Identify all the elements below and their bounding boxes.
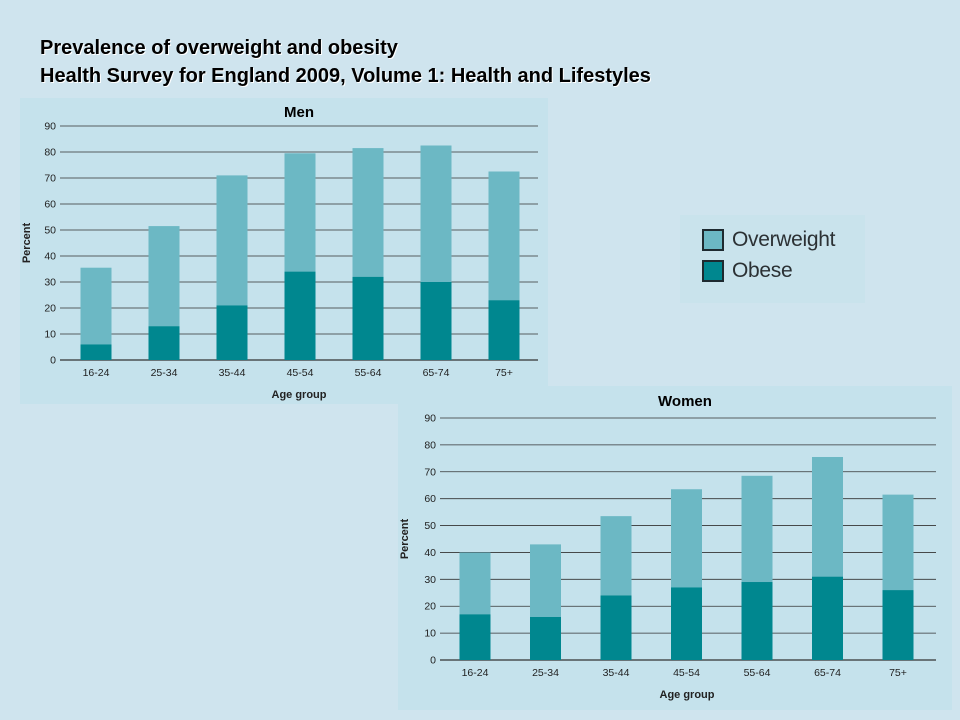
y-tick-label: 90: [44, 121, 56, 133]
y-tick-label: 30: [44, 277, 56, 289]
bar-overweight: [420, 145, 452, 282]
legend-item-obese: Obese: [702, 258, 793, 284]
chart-title: Women: [658, 393, 712, 410]
x-axis-title: Age group: [272, 389, 327, 401]
y-tick-label: 10: [44, 329, 56, 341]
x-tick-label: 65-74: [814, 667, 841, 679]
legend-swatch-overweight: [702, 229, 724, 251]
bar-overweight: [459, 552, 491, 615]
slide-title-line-1: Prevalence of overweight and obesity: [40, 37, 398, 59]
x-tick-label: 75+: [889, 667, 907, 679]
x-tick-label: 75+: [495, 367, 513, 379]
bar-obese: [600, 595, 632, 660]
y-tick-label: 40: [424, 547, 436, 559]
y-tick-label: 60: [44, 199, 56, 211]
bar-obese: [530, 616, 561, 660]
y-tick-label: 70: [424, 466, 436, 478]
y-tick-label: 50: [44, 225, 56, 237]
x-tick-label: 25-34: [532, 667, 559, 679]
bar-obese: [148, 326, 180, 360]
bar-overweight: [882, 494, 914, 591]
men-chart-panel: Men 0 10 20 30 40 50 60 70 80 90 16-24 25-34 35-44 45-…: [20, 98, 548, 404]
x-tick-label: 35-44: [219, 367, 246, 379]
x-tick-label: 16-24: [462, 667, 489, 679]
women-chart-panel: Women 0 10 20 30 40 50 60 70 80 90 16-24 25-34 35-44 4…: [398, 386, 952, 710]
y-tick-label: 70: [44, 173, 56, 185]
bar-obese: [741, 582, 773, 660]
y-tick-label: 10: [424, 628, 436, 640]
bar-overweight: [216, 175, 248, 306]
bar-obese: [882, 590, 914, 660]
bar-obese: [459, 614, 491, 660]
y-tick-label: 30: [424, 574, 436, 586]
y-axis-title: Percent: [399, 518, 411, 559]
x-tick-label: 55-64: [744, 667, 771, 679]
y-tick-label: 20: [424, 601, 436, 613]
y-tick-label: 20: [44, 303, 56, 315]
slide-title-line-2: Health Survey for England 2009, Volume 1…: [40, 65, 651, 87]
x-tick-label: 45-54: [287, 367, 314, 379]
y-tick-label: 80: [424, 439, 436, 451]
bar-overweight: [284, 153, 316, 272]
legend-item-overweight: Overweight: [702, 227, 836, 253]
x-tick-label: 16-24: [83, 367, 110, 379]
bar-obese: [671, 587, 702, 660]
bar-overweight: [148, 226, 180, 327]
bar-overweight: [812, 456, 843, 577]
legend-swatch-obese: [702, 260, 724, 282]
women-chart: Women 0 10 20 30 40 50 60 70 80 90 16-24 25-34 35-44 4…: [399, 393, 936, 701]
legend-label-overweight: Overweight: [732, 228, 836, 251]
bar-overweight: [600, 516, 632, 596]
y-tick-label: 40: [44, 251, 56, 263]
bar-overweight: [671, 489, 702, 588]
bar-obese: [216, 305, 248, 360]
y-tick-label: 60: [424, 493, 436, 505]
chart-title: Men: [284, 104, 314, 121]
bar-overweight: [488, 171, 520, 301]
bar-obese: [80, 344, 112, 360]
legend-label-obese: Obese: [732, 259, 793, 282]
y-axis-title: Percent: [21, 222, 33, 263]
x-tick-label: 35-44: [603, 667, 630, 679]
x-tick-label: 25-34: [151, 367, 178, 379]
x-tick-label: 55-64: [355, 367, 382, 379]
bar-overweight: [352, 148, 384, 277]
y-tick-label: 0: [50, 355, 56, 367]
bar-overweight: [530, 544, 561, 617]
x-tick-label: 65-74: [423, 367, 450, 379]
bar-obese: [488, 300, 520, 360]
y-tick-label: 50: [424, 520, 436, 532]
y-tick-label: 0: [430, 655, 436, 667]
bar-overweight: [80, 267, 112, 345]
x-tick-label: 45-54: [673, 667, 700, 679]
y-tick-label: 90: [424, 413, 436, 425]
bar-obese: [352, 276, 384, 360]
men-chart: Men 0 10 20 30 40 50 60 70 80 90 16-24 25-34 35-44 45-…: [21, 104, 538, 401]
bar-obese: [284, 271, 316, 360]
bar-obese: [420, 282, 452, 360]
y-tick-label: 80: [44, 147, 56, 159]
slide-title: Prevalence of overweight and obesity Hea…: [40, 34, 651, 90]
bar-obese: [812, 576, 843, 660]
bar-overweight: [741, 475, 773, 583]
x-axis-title: Age group: [660, 689, 715, 701]
chart-legend: Overweight Obese: [680, 215, 865, 303]
